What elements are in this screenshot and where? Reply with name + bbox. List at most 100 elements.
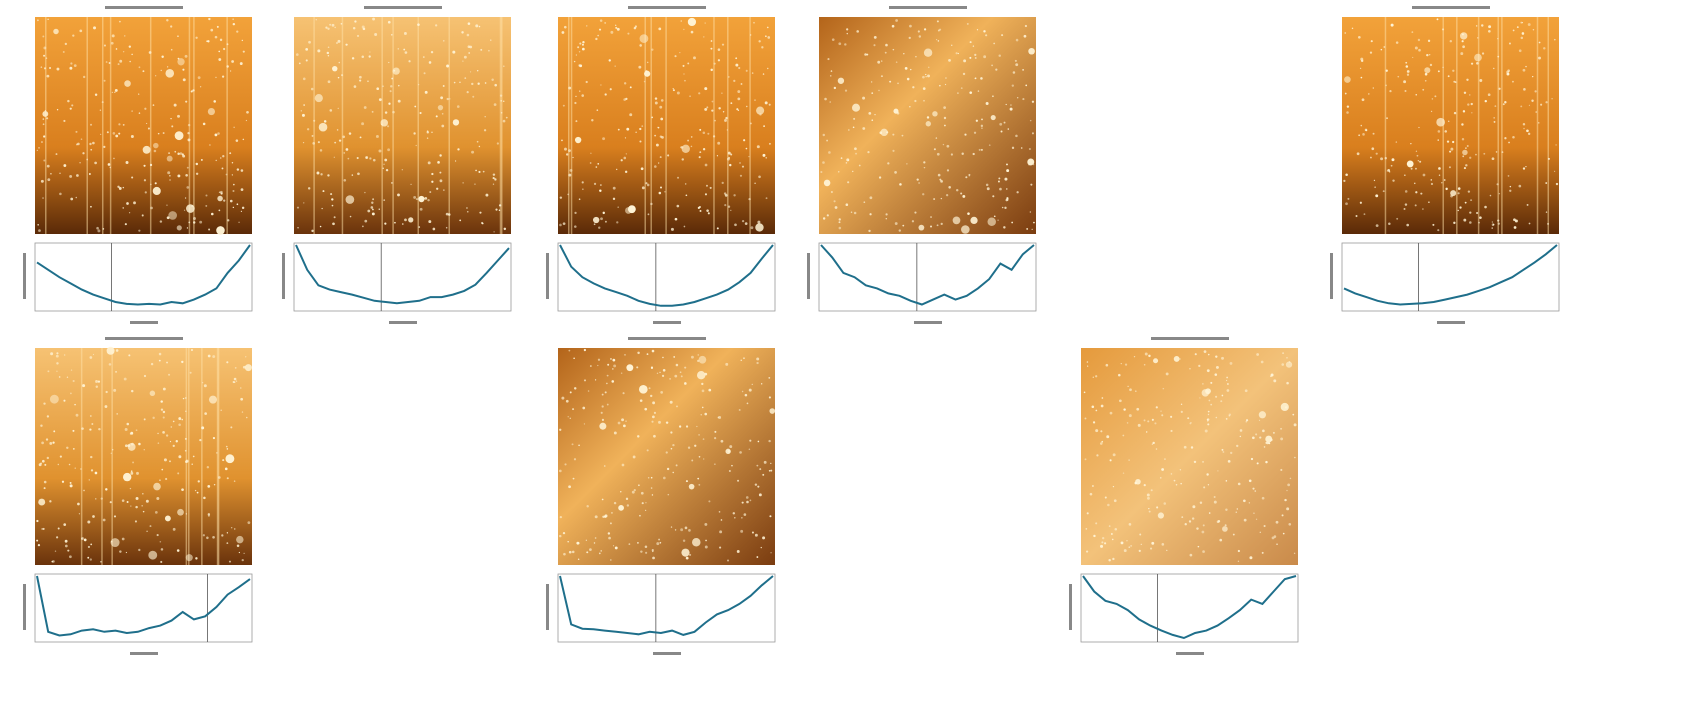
star (240, 397, 244, 401)
star (602, 137, 606, 141)
star (241, 206, 245, 210)
star (1543, 47, 1546, 50)
streak (101, 17, 104, 234)
star (90, 148, 93, 151)
star (1432, 223, 1435, 226)
star (1496, 183, 1499, 186)
star (387, 148, 391, 152)
star (704, 193, 708, 196)
x-axis-label-text (653, 652, 681, 655)
star (1001, 34, 1004, 37)
star (440, 96, 444, 100)
star (122, 123, 125, 126)
star (1422, 88, 1425, 91)
star (1449, 40, 1453, 43)
star (1261, 496, 1265, 500)
star (1020, 147, 1023, 149)
star (172, 444, 175, 447)
star (639, 127, 642, 131)
star (967, 212, 970, 215)
star (1154, 422, 1157, 425)
star (898, 229, 901, 232)
star (1207, 353, 1210, 356)
star (426, 137, 429, 139)
streak (217, 348, 220, 565)
star (77, 142, 80, 146)
star (1268, 442, 1271, 445)
star (1286, 489, 1288, 492)
star (745, 496, 749, 499)
star (177, 152, 180, 156)
star (702, 148, 706, 151)
star (1412, 56, 1414, 59)
star (225, 445, 228, 448)
star (325, 26, 328, 29)
star (1410, 142, 1412, 145)
star (703, 36, 705, 38)
star (602, 211, 605, 215)
star (704, 372, 708, 376)
star (83, 489, 85, 492)
star (1356, 152, 1360, 156)
star (625, 153, 627, 155)
star (562, 532, 566, 535)
star (1270, 373, 1274, 377)
star (461, 31, 464, 34)
star (1134, 481, 1138, 485)
star (940, 180, 943, 183)
star (608, 536, 611, 540)
star (378, 149, 382, 153)
star (383, 163, 385, 165)
star (303, 202, 305, 204)
star (165, 434, 169, 437)
star (587, 390, 590, 392)
star (1225, 508, 1228, 511)
star (204, 412, 207, 415)
star (1424, 79, 1427, 82)
star (369, 51, 371, 53)
star (162, 431, 165, 434)
star (720, 439, 724, 443)
star (712, 135, 716, 138)
star (1442, 66, 1444, 69)
star (639, 399, 643, 402)
star (152, 416, 155, 420)
star (558, 469, 562, 473)
star (652, 401, 656, 405)
star (408, 60, 411, 63)
star (177, 114, 180, 118)
star (1106, 435, 1110, 439)
star (559, 515, 563, 519)
star (212, 436, 216, 440)
star (910, 68, 912, 71)
star (720, 519, 723, 521)
star (494, 178, 497, 181)
star (119, 59, 123, 63)
star (66, 376, 69, 378)
star (190, 348, 193, 352)
star (345, 195, 355, 204)
star (837, 77, 845, 84)
star (59, 172, 61, 174)
star (714, 119, 716, 122)
star (852, 126, 855, 129)
star (698, 92, 701, 95)
star (314, 94, 323, 103)
plot-frame (557, 573, 776, 643)
star (739, 174, 743, 177)
star (197, 480, 200, 483)
star (762, 473, 765, 476)
star (1370, 40, 1373, 43)
star (1220, 400, 1223, 403)
star (1344, 32, 1347, 34)
star (1528, 222, 1531, 225)
star (611, 511, 613, 514)
star (769, 142, 771, 145)
star (1180, 482, 1182, 485)
star (977, 90, 980, 92)
star (104, 405, 108, 408)
star (937, 173, 941, 177)
star (371, 212, 375, 216)
star (240, 188, 244, 191)
star (1282, 352, 1284, 354)
